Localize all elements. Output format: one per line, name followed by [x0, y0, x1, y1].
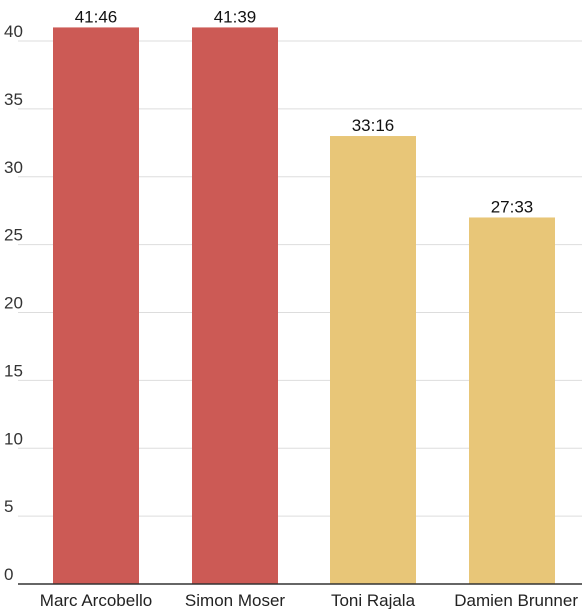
category-label: Toni Rajala: [331, 591, 416, 609]
y-tick-label: 25: [4, 226, 23, 245]
y-tick-label: 40: [4, 22, 23, 41]
bars: [53, 27, 555, 585]
bar: [53, 27, 139, 585]
bar-data-label: 27:33: [491, 197, 534, 216]
category-label: Damien Brunner: [454, 591, 578, 609]
bar: [330, 136, 416, 584]
y-tick-label: 0: [4, 565, 13, 584]
y-tick-label: 15: [4, 361, 23, 380]
data-labels: 41:46 41:39 33:16 27:33: [75, 7, 534, 216]
bar: [469, 217, 555, 584]
bar: [192, 27, 278, 585]
bar-data-label: 33:16: [352, 116, 395, 135]
y-tick-label: 30: [4, 158, 23, 177]
category-label: Simon Moser: [185, 591, 285, 609]
bar-data-label: 41:39: [214, 7, 257, 26]
y-tick-label: 5: [4, 497, 13, 516]
y-tick-label: 20: [4, 294, 23, 313]
y-tick-label: 10: [4, 429, 23, 448]
category-labels: Marc Arcobello Simon Moser Toni Rajala Dami…: [40, 591, 579, 609]
category-label: Marc Arcobello: [40, 591, 152, 609]
bar-data-label: 41:46: [75, 7, 118, 26]
y-tick-label: 35: [4, 90, 23, 109]
